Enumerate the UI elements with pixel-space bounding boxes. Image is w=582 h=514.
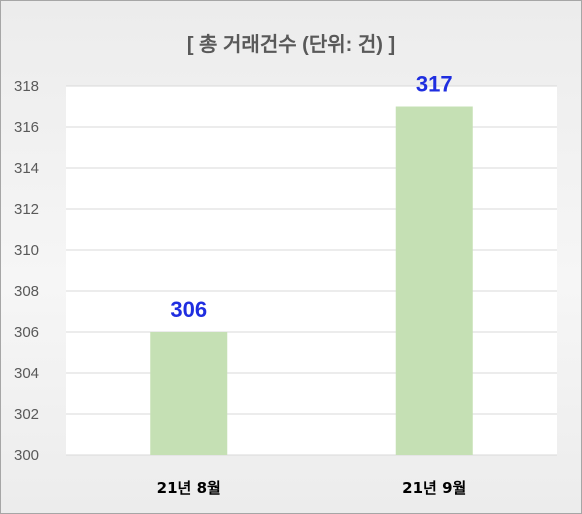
y-tick-label: 314 bbox=[14, 160, 39, 177]
bar bbox=[395, 106, 473, 455]
y-tick-label: 306 bbox=[14, 324, 39, 341]
y-tick-label: 316 bbox=[14, 119, 39, 136]
chart-title: [ 총 거래건수 (단위: 건) ] bbox=[186, 34, 396, 56]
y-tick-label: 310 bbox=[14, 242, 39, 259]
x-category-label: 21년 8월 bbox=[157, 479, 221, 497]
y-tick-label: 302 bbox=[14, 406, 39, 423]
data-label: 306 bbox=[170, 297, 207, 322]
y-tick-label: 304 bbox=[14, 365, 39, 382]
y-tick-label: 308 bbox=[14, 283, 39, 300]
y-tick-label: 318 bbox=[14, 78, 39, 95]
bar bbox=[150, 332, 228, 455]
plot-area bbox=[66, 86, 557, 455]
y-tick-label: 300 bbox=[14, 447, 39, 464]
x-category-label: 21년 9월 bbox=[402, 479, 466, 497]
y-tick-label: 312 bbox=[14, 201, 39, 218]
data-label: 317 bbox=[416, 72, 453, 97]
